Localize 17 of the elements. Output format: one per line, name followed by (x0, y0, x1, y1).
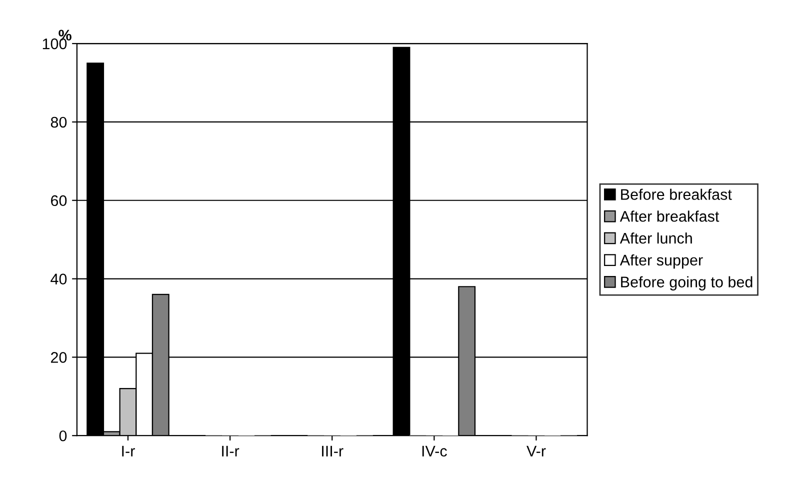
y-tick-label: 20 (51, 352, 67, 363)
legend-label: After supper (620, 254, 703, 269)
y-tick-label: 40 (50, 274, 67, 284)
y-tick-label: 80 (50, 116, 67, 128)
legend-label: After breakfast (620, 210, 720, 222)
x-tick-label: V-r (526, 446, 546, 456)
legend-label: Before going to bed (621, 276, 752, 290)
y-tick-label: 60 (51, 195, 67, 206)
legend-label: After lunch (620, 232, 692, 244)
x-tick-label: II-r (222, 446, 240, 456)
y-tick-label: 100 (42, 38, 67, 50)
x-tick-label: IV-c (422, 446, 447, 457)
y-axis-title: % (58, 30, 72, 41)
y-tick-label: 0 (59, 430, 67, 442)
x-tick-label: III-r (322, 446, 344, 456)
legend-label: Before breakfast (621, 188, 732, 200)
x-tick-label: I-r (122, 446, 135, 456)
